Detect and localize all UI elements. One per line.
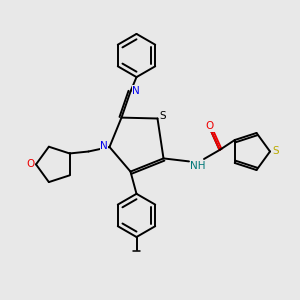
Text: N: N: [132, 85, 140, 96]
Text: O: O: [26, 159, 35, 170]
Text: O: O: [206, 121, 214, 131]
Text: N: N: [100, 140, 108, 151]
Text: S: S: [160, 111, 166, 121]
Text: S: S: [273, 146, 279, 157]
Text: NH: NH: [190, 160, 206, 171]
